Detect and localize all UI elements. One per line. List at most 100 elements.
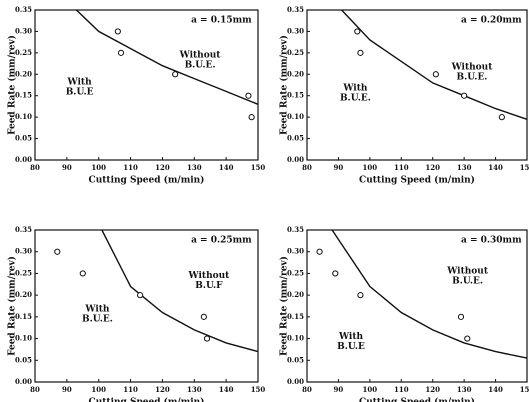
data-point <box>354 28 361 35</box>
data-point <box>117 49 125 56</box>
y-axis-label: Feed Rate (mm/rev) <box>7 256 18 356</box>
data-point <box>332 270 339 277</box>
y-tick-label: 0.15 <box>15 91 32 100</box>
y-tick-label: 0.20 <box>287 69 304 78</box>
x-tick-label: 130 <box>457 163 472 172</box>
panel: 80 90 100 110 120 130 140 150 0.00 0.05 0.10 0.15 0.… <box>279 5 529 186</box>
panel: 80 90 100 110 120 130 140 150 0.00 0.05 0.10 0.15 0.… <box>7 5 266 186</box>
region-label: B.U.E <box>337 342 365 352</box>
y-tick-label: 0.10 <box>15 112 32 121</box>
x-tick-label: 110 <box>394 163 409 172</box>
x-tick-label: 120 <box>155 385 170 394</box>
x-tick-label: 120 <box>425 385 440 394</box>
plot-frame <box>306 229 528 383</box>
x-tick-label: 140 <box>488 385 503 394</box>
y-tick-label: 0.20 <box>15 69 32 78</box>
data-point <box>457 313 465 320</box>
y-tick-label: 0.10 <box>287 334 304 343</box>
region-label: Without <box>446 267 489 277</box>
region-label: B.U.E. <box>82 315 113 325</box>
y-tick-label: 0.35 <box>15 5 32 14</box>
data-point <box>464 335 471 342</box>
y-tick-label: 0.05 <box>287 134 304 143</box>
x-tick-label: 110 <box>394 385 409 394</box>
y-tick-label: 0.25 <box>287 268 304 277</box>
x-tick-label: 150 <box>251 163 266 172</box>
x-tick-label: 90 <box>334 163 344 172</box>
boundary-curve <box>341 9 528 120</box>
data-point <box>248 114 255 121</box>
x-tick-label: 140 <box>219 385 234 394</box>
x-tick-label: 80 <box>30 163 40 172</box>
data-point <box>172 71 179 78</box>
x-tick-label: 80 <box>30 385 40 394</box>
data-point <box>200 313 207 320</box>
x-tick-label: 100 <box>363 163 378 172</box>
x-tick-label: 90 <box>62 385 72 394</box>
y-tick-label: 0.30 <box>287 247 304 256</box>
x-tick-label: 130 <box>187 385 202 394</box>
x-tick-label: 90 <box>334 385 344 394</box>
y-axis-label: Feed Rate (mm/rev) <box>7 35 18 135</box>
x-tick-label: 90 <box>62 163 72 172</box>
annotation: a = 0.20mm <box>461 16 522 26</box>
x-tick-label: 80 <box>302 163 312 172</box>
y-tick-label: 0.00 <box>287 155 304 164</box>
y-tick-label: 0.05 <box>15 134 32 143</box>
y-tick-label: 0.20 <box>287 290 304 299</box>
y-tick-label: 0.15 <box>287 91 304 100</box>
y-axis-label: Feed Rate (mm/rev) <box>279 256 290 356</box>
y-tick-label: 0.35 <box>287 225 304 234</box>
y-tick-label: 0.30 <box>15 247 32 256</box>
x-axis-label: Cutting Speed (m/min) <box>359 175 475 186</box>
region-label: Without <box>188 271 231 281</box>
plot-frame <box>34 9 259 161</box>
data-point <box>114 28 121 35</box>
data-point <box>357 292 364 299</box>
y-tick-label: 0.25 <box>15 48 32 57</box>
y-tick-label: 0.05 <box>287 355 304 364</box>
x-tick-label: 120 <box>425 163 440 172</box>
data-point <box>54 248 61 255</box>
data-point <box>461 92 468 99</box>
x-tick-label: 110 <box>123 163 138 172</box>
region-label: B.U.E <box>66 88 94 98</box>
region-label: B.U.E. <box>185 61 216 71</box>
data-point <box>137 292 144 299</box>
y-tick-label: 0.25 <box>15 268 32 277</box>
x-tick-label: 110 <box>123 385 138 394</box>
x-axis-label: Cutting Speed (m/min) <box>359 397 475 402</box>
region-label: With <box>84 305 110 315</box>
annotation: a = 0.30mm <box>461 236 522 246</box>
y-tick-label: 0.20 <box>15 290 32 299</box>
region-label: With <box>342 84 368 94</box>
x-tick-label: 120 <box>155 163 170 172</box>
region-label: B.U.E. <box>457 73 488 83</box>
region-label: B.U.F <box>195 281 223 291</box>
y-tick-label: 0.35 <box>287 5 304 14</box>
y-tick-label: 0.10 <box>15 334 32 343</box>
y-tick-label: 0.15 <box>15 312 32 321</box>
region-label: B.U.E. <box>452 277 483 287</box>
x-tick-label: 100 <box>91 385 106 394</box>
y-tick-label: 0.00 <box>15 377 32 386</box>
boundary-curve <box>101 229 259 353</box>
x-tick-label: 130 <box>187 163 202 172</box>
y-tick-label: 0.15 <box>287 312 304 321</box>
region-label: Without <box>179 51 222 61</box>
x-tick-label: 150 <box>520 385 529 394</box>
x-tick-label: 140 <box>219 163 234 172</box>
region-label: With <box>338 332 364 342</box>
y-axis-label: Feed Rate (mm/rev) <box>279 35 290 135</box>
data-point <box>203 335 211 342</box>
y-tick-label: 0.00 <box>15 155 32 164</box>
panel: 80 90 100 110 120 130 140 150 0.00 0.05 0.10 0.15 0.… <box>279 225 529 402</box>
data-point <box>357 49 364 56</box>
data-point <box>498 114 505 121</box>
data-point <box>316 248 323 255</box>
region-label: With <box>67 78 93 88</box>
panel: 80 90 100 110 120 130 140 150 0.00 0.05 0.10 0.15 0.… <box>7 225 266 402</box>
region-label: B.U.E. <box>340 94 371 104</box>
